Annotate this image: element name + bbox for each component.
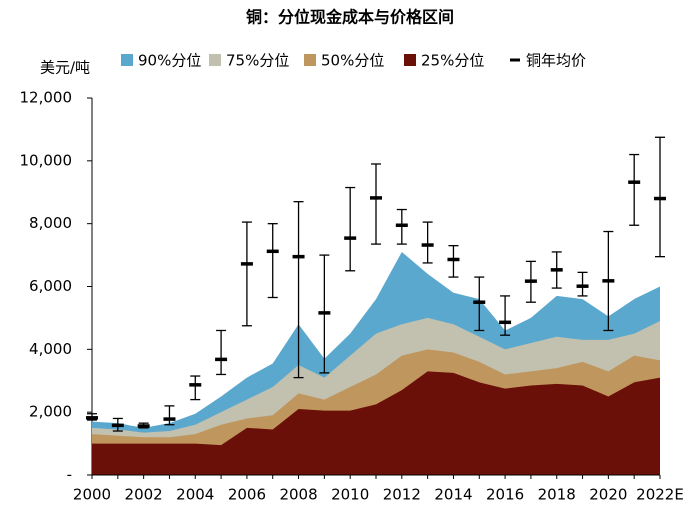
x-tick-label: 2018 <box>538 486 576 504</box>
error-bar <box>163 405 176 426</box>
error-bar <box>292 201 305 379</box>
error-bar <box>318 254 331 374</box>
x-tick-label: 2012 <box>383 486 421 504</box>
error-bar <box>189 375 202 401</box>
area <box>92 371 660 475</box>
error-bar <box>576 271 589 297</box>
x-tick-label: 2002 <box>125 486 163 504</box>
error-bar <box>137 422 150 429</box>
y-tick-label: 10,000 <box>20 151 73 169</box>
legend-label: 25%分位 <box>421 52 484 70</box>
chart-title: 铜：分位现金成本与价格区间 <box>246 8 454 27</box>
x-tick-label: 2000 <box>73 486 111 504</box>
error-bar <box>447 245 460 278</box>
y-tick-label: 6,000 <box>29 277 72 295</box>
error-bar <box>395 208 408 245</box>
x-tick-label: 2010 <box>331 486 369 504</box>
error-bar <box>499 295 512 336</box>
error-bar <box>550 251 563 289</box>
error-bar <box>602 230 615 332</box>
x-tick-label: 2022E <box>636 486 684 504</box>
y-tick-label: 12,000 <box>20 89 73 107</box>
error-bar <box>473 276 486 332</box>
x-tick-label: 2004 <box>176 486 214 504</box>
error-bar <box>421 221 434 264</box>
legend-swatch <box>404 54 416 66</box>
y-tick-label: 4,000 <box>29 340 72 358</box>
y-tick-label: - <box>67 466 72 484</box>
legend-label: 铜年均价 <box>526 52 586 70</box>
error-bar <box>370 163 382 245</box>
y-tick-label: 8,000 <box>29 214 72 232</box>
error-bar <box>215 329 228 376</box>
error-bar <box>524 260 537 303</box>
y-tick-label: 2,000 <box>29 403 72 421</box>
x-tick-label: 2014 <box>434 486 472 504</box>
y-axis-label: 美元/吨 <box>40 59 90 77</box>
legend-swatch <box>304 54 316 66</box>
legend-label: 75%分位 <box>226 52 289 70</box>
error-bar <box>654 136 666 258</box>
error-bar <box>266 223 279 299</box>
legend-swatch <box>121 54 133 66</box>
legend-swatch <box>209 54 221 66</box>
x-tick-label: 2006 <box>228 486 266 504</box>
error-bar <box>344 186 357 272</box>
error-bar <box>628 153 641 226</box>
error-bar <box>111 417 124 432</box>
x-tick-label: 2016 <box>486 486 524 504</box>
x-tick-label: 2008 <box>279 486 317 504</box>
error-bar <box>240 221 253 327</box>
error-bar <box>86 413 98 421</box>
legend-label: 90%分位 <box>138 52 201 70</box>
legend-label: 50%分位 <box>321 52 384 70</box>
x-tick-label: 2020 <box>589 486 627 504</box>
